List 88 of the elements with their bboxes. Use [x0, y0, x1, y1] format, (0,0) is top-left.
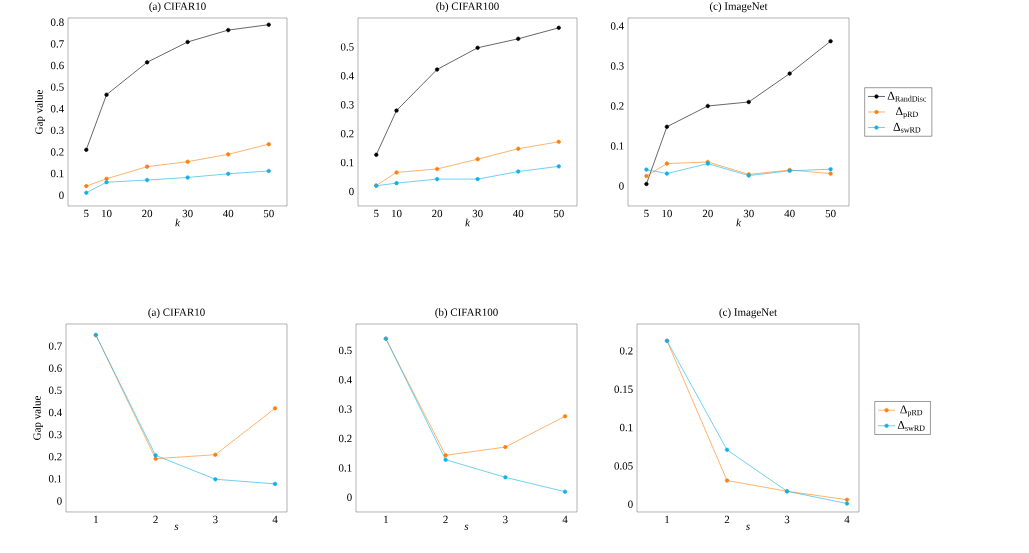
chart-title: (b) CIFAR100 [435, 308, 498, 319]
legend-label: Δ$_{pRD}$ [900, 405, 923, 417]
y-tick-label: 0.7 [50, 40, 64, 48]
y-tick-label: 0 [349, 187, 354, 196]
legend-label: Δ$_{pRD}$ [895, 107, 918, 119]
y-tick-label: 0.1 [338, 464, 352, 472]
y-axis-title: Gap value [33, 396, 43, 440]
y-tick-label: 0.4 [338, 376, 352, 384]
y-tick-label: 0.1 [610, 142, 624, 150]
x-tick-label: 2 [443, 515, 448, 524]
x-tick-label: 2 [724, 515, 730, 524]
x-tick-label: 4 [844, 515, 850, 524]
y-tick-label: 0 [57, 497, 62, 505]
y-tick-label: 0.3 [50, 126, 64, 135]
x-axis-title: s [174, 524, 179, 530]
legend-label: Δ$_{swRD}$ [893, 122, 921, 133]
x-tick-label: 50 [553, 209, 564, 218]
x-tick-label: 20 [142, 209, 153, 218]
y-tick-label: 0.1 [619, 423, 633, 432]
x-tick-label: 40 [784, 209, 795, 218]
x-axis-title: k [175, 218, 181, 227]
legend-label: Δ$_{swRD}$ [897, 420, 925, 431]
y-tick-label: 0.3 [340, 101, 354, 109]
y-tick-label: 0.1 [48, 475, 62, 483]
y-tick-label: 0.5 [50, 83, 64, 91]
chart-title: (a) CIFAR10 [149, 2, 206, 13]
x-tick-label: 5 [644, 209, 649, 218]
y-tick-label: 0.5 [48, 386, 62, 395]
y-tick-label: 0.2 [48, 452, 62, 461]
y-tick-label: 0.3 [338, 405, 352, 413]
x-tick-label: 20 [702, 209, 713, 218]
chart-title: (b) CIFAR100 [436, 2, 499, 13]
legend-label: Δ$_{RandDisc}$ [887, 91, 927, 102]
y-tick-label: 0.5 [340, 43, 354, 51]
y-tick-label: 0 [619, 182, 624, 190]
x-tick-label: 1 [665, 515, 670, 524]
y-axis-title: Gap value [35, 90, 45, 134]
x-tick-label: 10 [662, 209, 672, 218]
y-tick-label: 0.6 [50, 61, 64, 70]
x-tick-label: 3 [784, 515, 790, 524]
x-tick-label: 40 [222, 209, 234, 218]
y-tick-label: 0.4 [610, 22, 624, 30]
y-tick-label: 0.05 [614, 462, 633, 470]
x-tick-label: 40 [512, 209, 524, 218]
y-tick-label: 0.4 [340, 72, 354, 80]
x-tick-label: 4 [562, 515, 568, 524]
y-tick-label: 0.3 [610, 62, 624, 70]
y-tick-label: 0.7 [48, 342, 62, 350]
x-tick-label: 10 [102, 209, 112, 218]
x-axis-title: s [746, 524, 750, 530]
y-tick-label: 0.6 [48, 364, 62, 372]
y-tick-label: 0.2 [50, 148, 64, 156]
y-tick-label: 0.2 [340, 129, 354, 138]
y-tick-label: 0.15 [614, 385, 633, 393]
y-tick-label: 0.2 [338, 434, 352, 443]
x-tick-label: 4 [272, 515, 278, 524]
x-tick-label: 1 [384, 515, 388, 524]
x-tick-label: 30 [472, 209, 483, 218]
y-tick-label: 0.2 [619, 347, 633, 355]
y-tick-label: 0.5 [338, 346, 352, 355]
y-tick-label: 0 [59, 191, 64, 199]
x-tick-label: 30 [182, 209, 193, 218]
y-tick-label: 0.1 [50, 169, 64, 178]
x-tick-label: 5 [374, 209, 379, 218]
y-tick-label: 0 [347, 493, 352, 501]
y-tick-label: 0.1 [340, 158, 354, 167]
x-tick-label: 30 [743, 209, 754, 218]
x-tick-label: 20 [432, 209, 443, 218]
x-tick-label: 1 [94, 515, 98, 524]
x-axis-title: s [464, 524, 469, 530]
y-tick-label: 0.8 [50, 18, 64, 27]
chart-title: (c) ImageNet [709, 2, 768, 13]
chart-title: (a) CIFAR10 [148, 308, 205, 319]
y-tick-label: 0.2 [610, 102, 624, 110]
chart-title: (c) ImageNet [719, 308, 778, 319]
x-axis-title: k [736, 218, 742, 227]
x-tick-label: 2 [153, 515, 158, 524]
x-tick-label: 50 [263, 209, 274, 218]
x-tick-label: 5 [84, 209, 89, 218]
x-tick-label: 50 [825, 209, 836, 218]
x-tick-label: 10 [392, 209, 402, 218]
x-tick-label: 3 [503, 515, 508, 524]
y-tick-label: 0.4 [50, 105, 64, 113]
y-tick-label: 0.4 [48, 408, 62, 417]
x-tick-label: 3 [213, 515, 218, 524]
y-tick-label: 0 [628, 500, 633, 509]
y-tick-label: 0.3 [48, 430, 62, 439]
x-axis-title: k [465, 218, 471, 227]
